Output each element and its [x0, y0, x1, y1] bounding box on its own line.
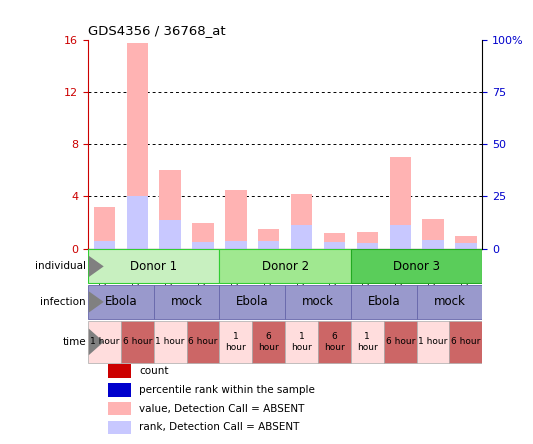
Text: rank, Detection Call = ABSENT: rank, Detection Call = ABSENT [139, 423, 300, 432]
Bar [449, 321, 482, 363]
Text: individual: individual [35, 262, 86, 271]
Text: time: time [62, 337, 86, 347]
Polygon shape [88, 329, 104, 355]
Bar [192, 222, 214, 249]
Bar [422, 218, 444, 249]
Bar [159, 170, 181, 249]
Text: percentile rank within the sample: percentile rank within the sample [139, 385, 315, 395]
Text: 1
hour: 1 hour [357, 332, 378, 352]
Bar [390, 225, 411, 249]
Bar [384, 321, 417, 363]
Bar [351, 321, 384, 363]
Bar [126, 43, 148, 249]
Bar [220, 250, 351, 283]
Bar [390, 157, 411, 249]
Text: mock: mock [433, 295, 465, 309]
Bar [220, 285, 285, 319]
Text: 6 hour: 6 hour [451, 337, 481, 346]
Bar [94, 207, 115, 249]
Text: 6 hour: 6 hour [188, 337, 217, 346]
Bar [108, 383, 131, 396]
Bar [351, 285, 417, 319]
Text: 1 hour: 1 hour [156, 337, 185, 346]
Bar [187, 321, 220, 363]
Text: 6 hour: 6 hour [385, 337, 415, 346]
Text: Donor 3: Donor 3 [393, 260, 440, 273]
Text: 1 hour: 1 hour [90, 337, 119, 346]
Text: 6
hour: 6 hour [324, 332, 345, 352]
Polygon shape [88, 291, 104, 313]
Text: count: count [139, 366, 169, 376]
Bar [285, 321, 318, 363]
Bar [220, 321, 252, 363]
Text: mock: mock [302, 295, 334, 309]
Bar [159, 220, 181, 249]
Bar [192, 242, 214, 249]
Bar [252, 321, 285, 363]
Text: Ebola: Ebola [236, 295, 269, 309]
Bar [258, 229, 279, 249]
Bar [318, 321, 351, 363]
Text: mock: mock [171, 295, 203, 309]
Bar [258, 241, 279, 249]
Bar [351, 250, 482, 283]
Bar [324, 233, 345, 249]
Text: 1
hour: 1 hour [291, 332, 312, 352]
Bar [88, 250, 220, 283]
Bar [121, 321, 154, 363]
Bar [324, 242, 345, 249]
Bar [88, 285, 154, 319]
Bar [357, 243, 378, 249]
Polygon shape [88, 256, 104, 277]
Text: Donor 2: Donor 2 [262, 260, 309, 273]
Bar [357, 232, 378, 249]
Bar [417, 321, 449, 363]
Bar [126, 196, 148, 249]
Text: infection: infection [41, 297, 86, 307]
Text: 6 hour: 6 hour [123, 337, 152, 346]
Bar [291, 194, 312, 249]
Bar [94, 241, 115, 249]
Bar [291, 225, 312, 249]
Bar [417, 285, 482, 319]
Text: Ebola: Ebola [367, 295, 400, 309]
Bar [422, 239, 444, 249]
Text: 1
hour: 1 hour [225, 332, 246, 352]
Bar [455, 243, 477, 249]
Text: 1 hour: 1 hour [418, 337, 448, 346]
Bar [108, 420, 131, 434]
Bar [225, 241, 247, 249]
Bar [285, 285, 351, 319]
Bar [154, 321, 187, 363]
Text: GDS4356 / 36768_at: GDS4356 / 36768_at [88, 24, 225, 37]
Bar [225, 190, 247, 249]
Text: 6
hour: 6 hour [259, 332, 279, 352]
Bar [154, 285, 220, 319]
Bar [108, 402, 131, 416]
Text: Donor 1: Donor 1 [130, 260, 177, 273]
Bar [455, 236, 477, 249]
Bar [108, 364, 131, 378]
Text: value, Detection Call = ABSENT: value, Detection Call = ABSENT [139, 404, 304, 414]
Text: Ebola: Ebola [104, 295, 137, 309]
Bar [88, 321, 121, 363]
